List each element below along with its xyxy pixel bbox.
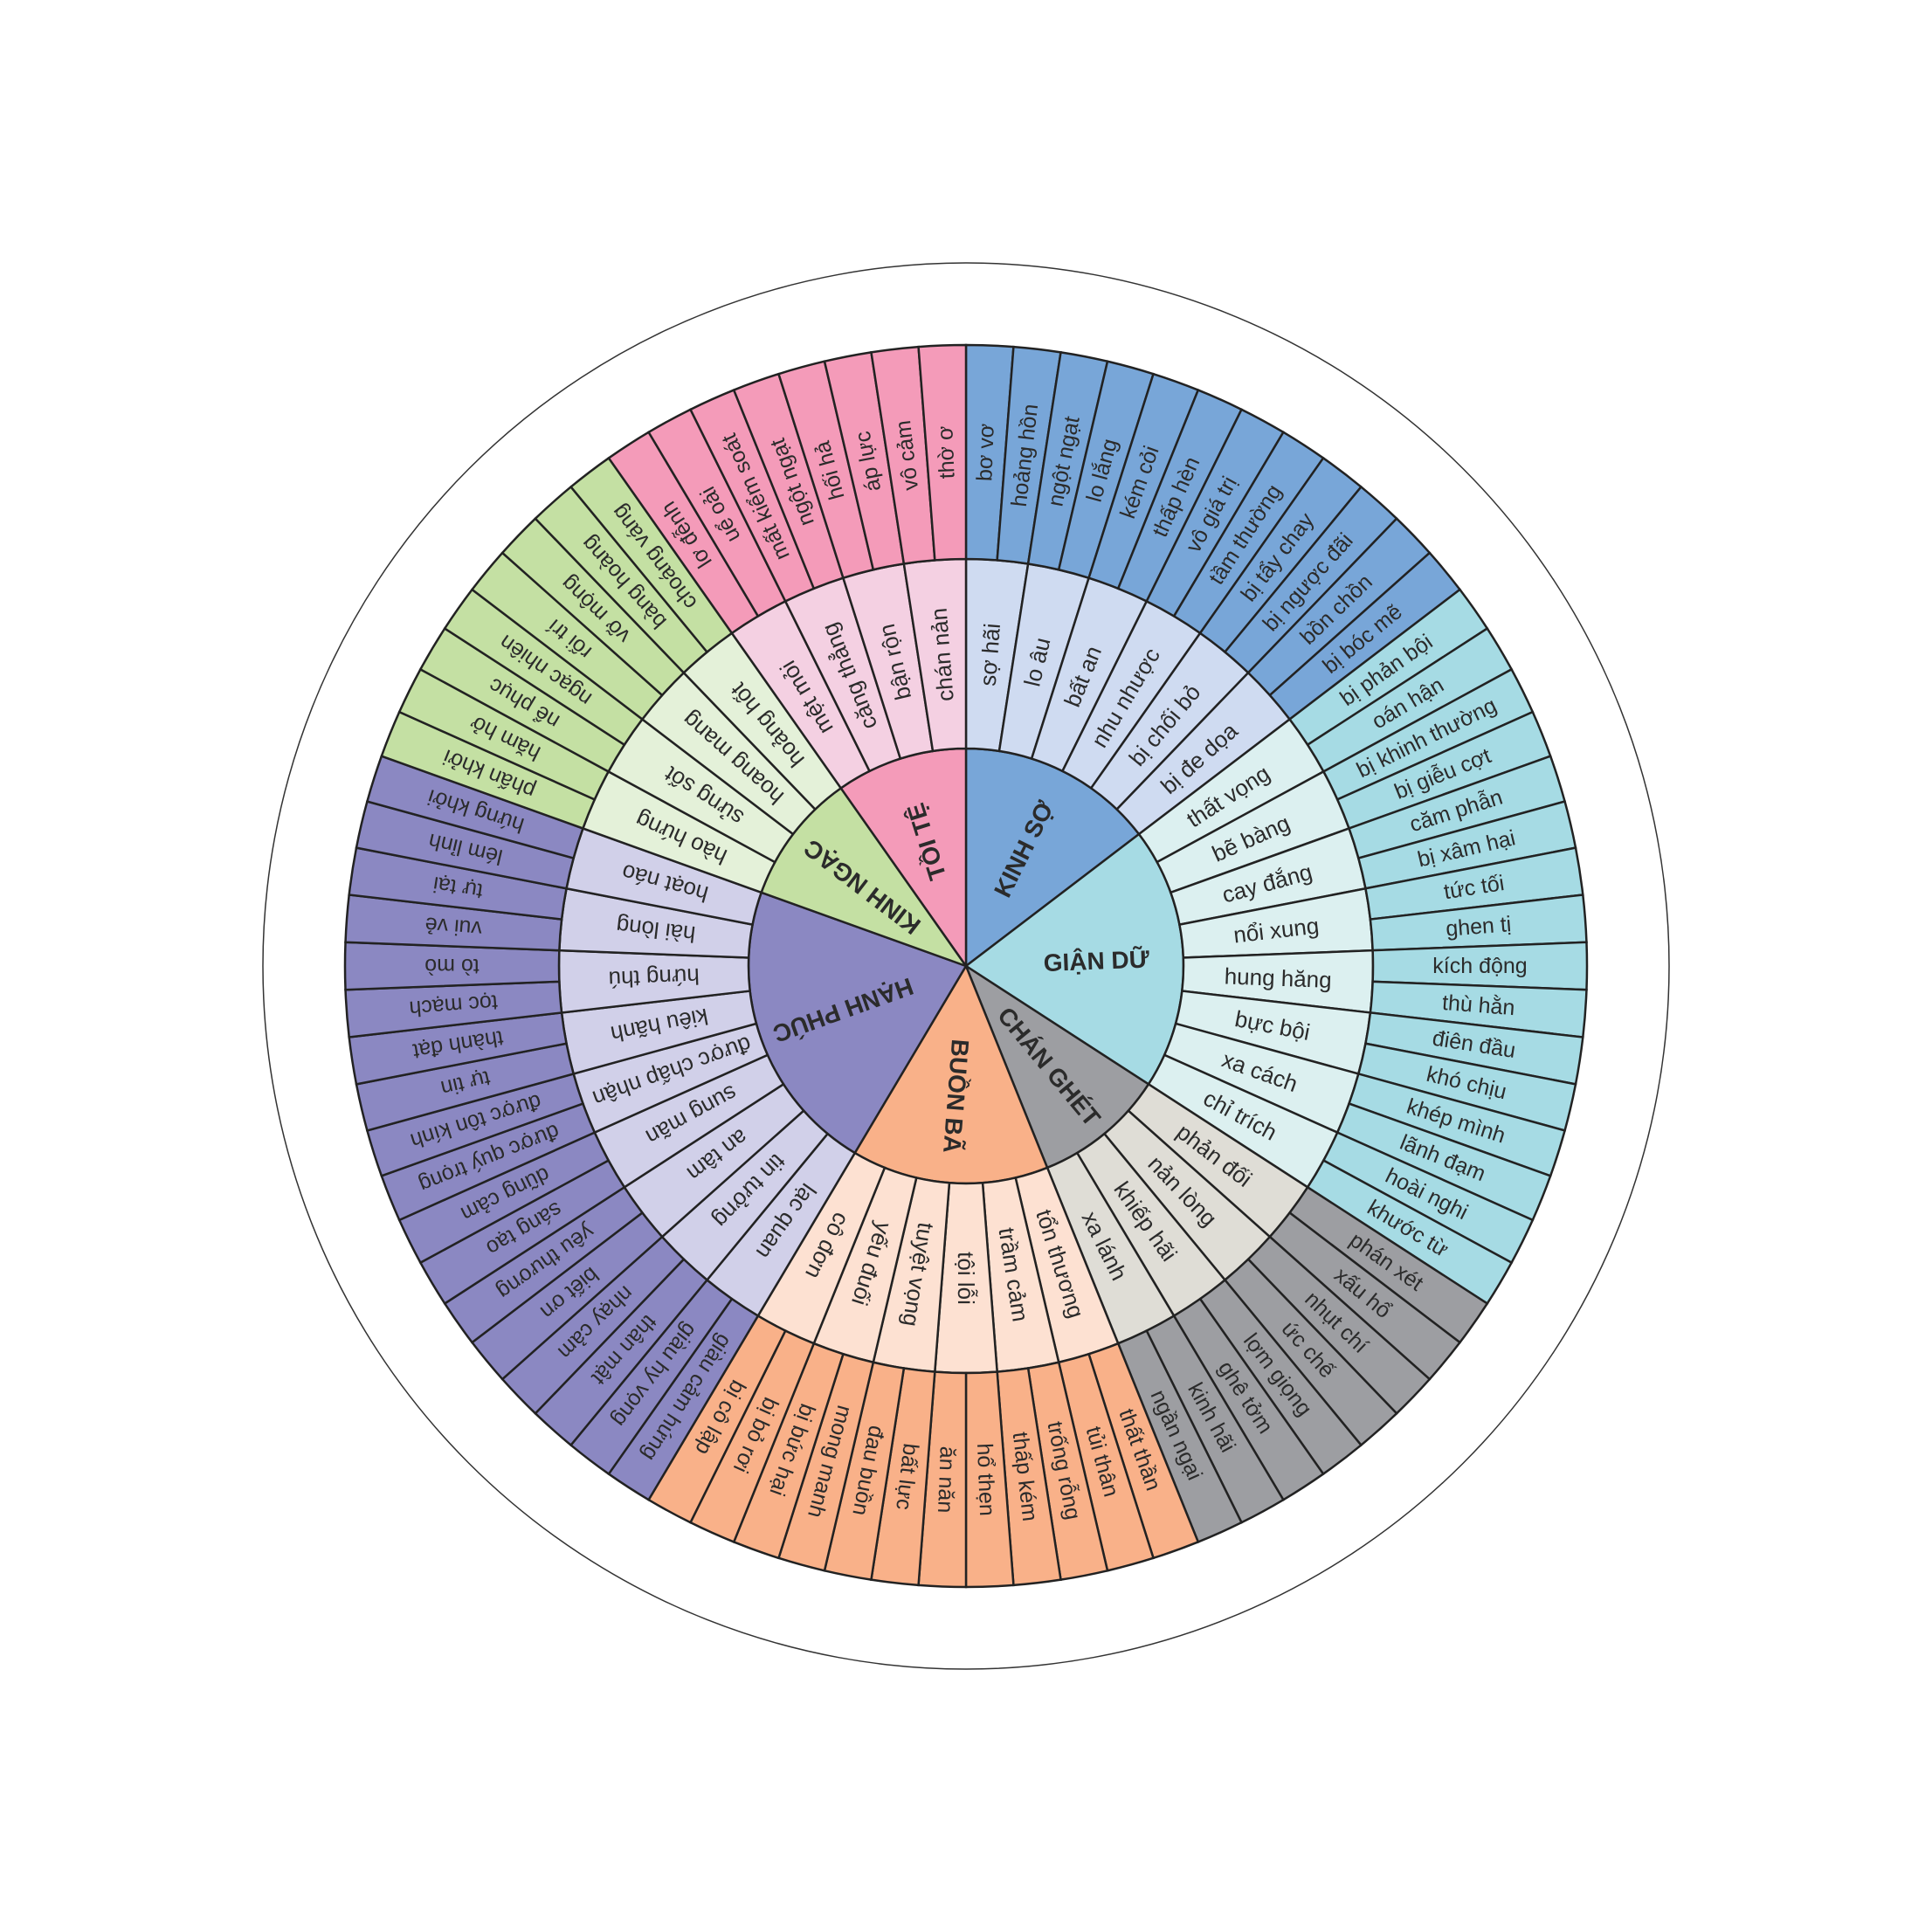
middle-label: sợ hãi	[975, 623, 1005, 687]
outer-segment[interactable]	[917, 343, 968, 562]
core-label: GIẬN DỮ	[1043, 945, 1150, 976]
outer-label: kích động	[1432, 954, 1527, 978]
wheel-segments	[343, 343, 1589, 1589]
outer-label: thờ ơ	[933, 425, 959, 480]
outer-label: bơ vơ	[972, 423, 999, 481]
middle-label: hung hăng	[1224, 963, 1332, 993]
outer-label: hổ thẹn	[972, 1443, 999, 1516]
outer-label: ghen tị	[1445, 912, 1512, 942]
outer-label: tò mò	[424, 954, 480, 978]
outer-label: vui vẻ	[424, 912, 483, 941]
outer-label: thù hằn	[1441, 990, 1515, 1020]
outer-border-circle	[262, 262, 1670, 1670]
middle-label: tội lỗi	[953, 1252, 979, 1305]
outer-label: ăn năn	[933, 1446, 960, 1513]
middle-label: hứng thú	[608, 963, 700, 993]
